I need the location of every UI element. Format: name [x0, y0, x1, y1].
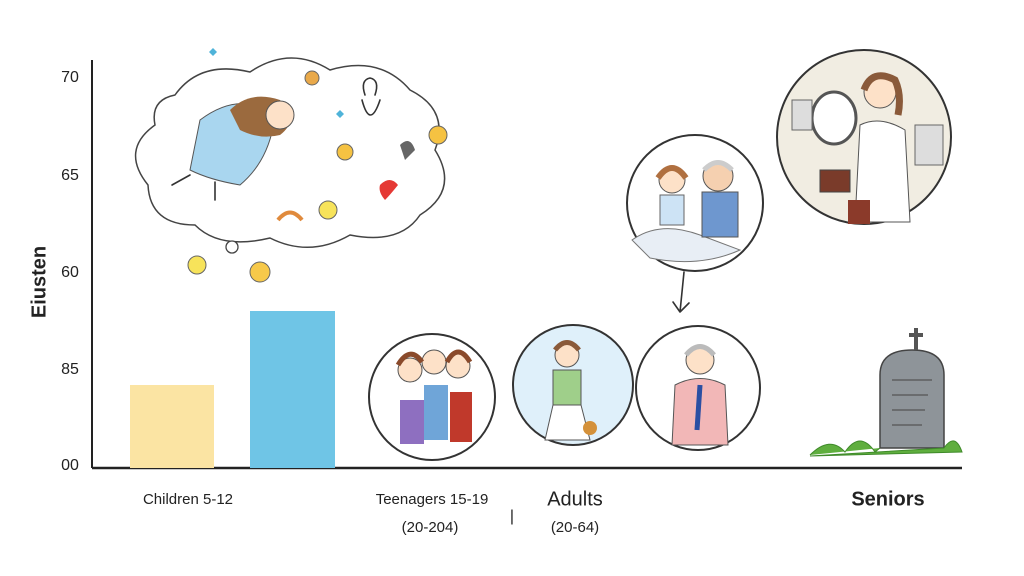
group-sublabel: (20-64) — [551, 519, 599, 536]
y-tick-label: 00 — [61, 457, 79, 474]
elderly-woman-illustration — [776, 49, 952, 225]
thought-cloud — [134, 48, 448, 283]
arrow — [672, 271, 690, 313]
group-sublabel: (20-204) — [402, 519, 459, 536]
adults-illustration — [512, 324, 634, 446]
group-label: Teenagers 15-19 — [376, 491, 489, 508]
couple-illustration — [626, 134, 764, 272]
y-axis-title: Eiusten — [28, 246, 50, 318]
y-tick-label: 60 — [61, 264, 79, 281]
y-tick-label: 85 — [61, 361, 79, 378]
senior-illustration — [635, 325, 761, 451]
bar — [250, 311, 335, 468]
y-tick-label: 65 — [61, 167, 79, 184]
group-label: Children 5-12 — [143, 491, 233, 508]
bar — [130, 385, 214, 468]
group-label: Adults — [547, 488, 603, 510]
separator: | — [510, 508, 514, 525]
group-label: Seniors — [851, 488, 924, 510]
y-tick-label: 70 — [61, 69, 79, 86]
teenagers-illustration — [368, 333, 496, 461]
tombstone-illustration — [809, 328, 963, 457]
